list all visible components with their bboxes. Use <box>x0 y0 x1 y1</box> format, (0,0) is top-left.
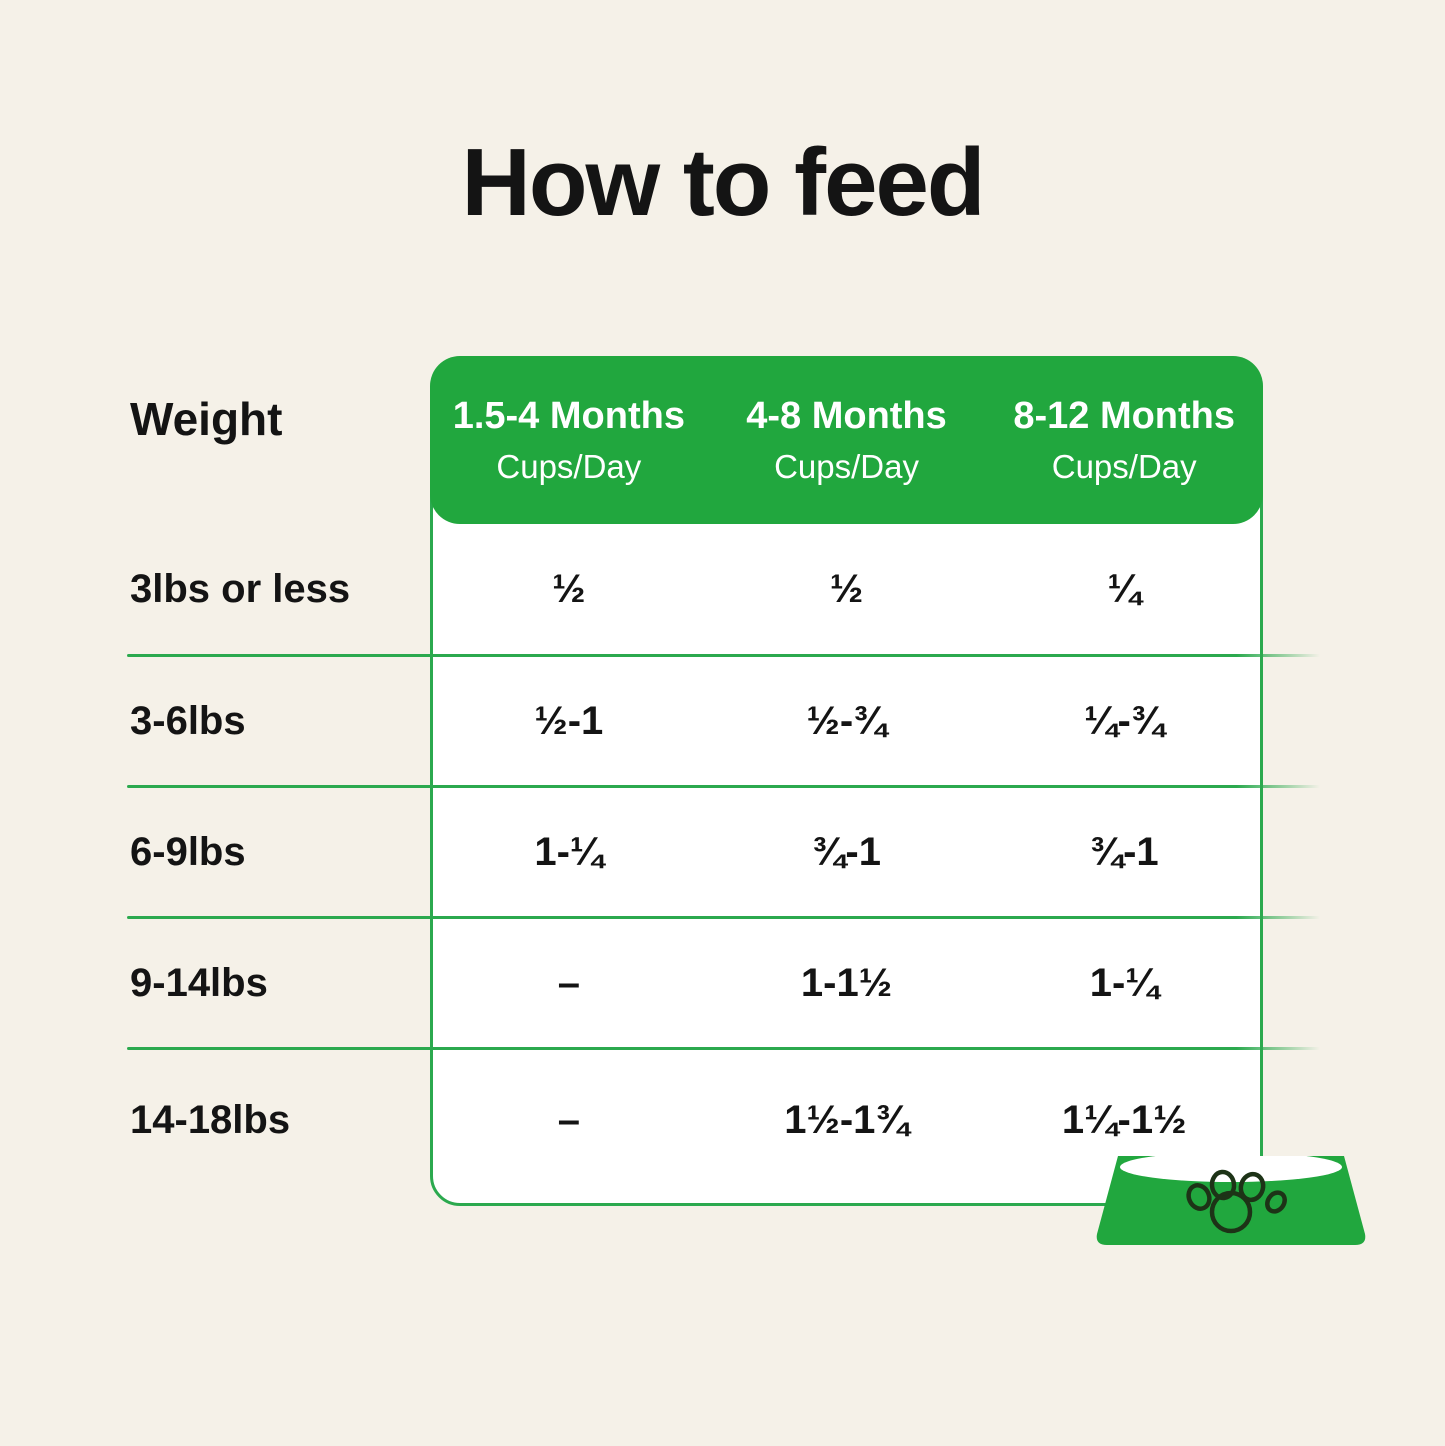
table-row: ½ ½ ¼ <box>430 524 1263 654</box>
table-header-col-2: 4-8 Months Cups/Day <box>708 356 986 524</box>
row-weight-label: 3lbs or less <box>130 567 351 611</box>
row-weight-label: 6-9lbs <box>130 830 246 874</box>
cups-value: 1-¼ <box>534 829 604 874</box>
table-row: ½-1 ½-¾ ¼-¾ <box>430 657 1263 785</box>
row-divider <box>127 785 1320 788</box>
cups-value: ½-1 <box>534 698 604 743</box>
page-title: How to feed <box>461 129 986 236</box>
unit-label: Cups/Day <box>496 447 642 485</box>
cups-value: ½-¾ <box>806 698 887 743</box>
cups-value: ¼ <box>1107 566 1141 611</box>
unit-label: Cups/Day <box>1051 447 1197 485</box>
cups-value: ½ <box>552 566 586 611</box>
row-weight-label: 9-14lbs <box>130 961 268 1005</box>
age-range-label: 4-8 Months <box>746 394 947 437</box>
cups-value: 1¼-1½ <box>1061 1097 1187 1142</box>
cups-value: 1-¼ <box>1089 960 1159 1005</box>
row-divider <box>127 916 1320 919</box>
row-weight-label: 3-6lbs <box>130 699 246 743</box>
table-row: – 1½-1¾ 1¼-1½ <box>430 1050 1263 1190</box>
table-header-col-1: 1.5-4 Months Cups/Day <box>430 356 708 524</box>
table-body-panel <box>430 440 1263 1206</box>
cups-value: ¼-¾ <box>1084 698 1165 743</box>
table-row: – 1-1½ 1-¼ <box>430 919 1263 1047</box>
cups-value: – <box>557 960 580 1005</box>
row-divider <box>127 1047 1320 1050</box>
cups-value: ¾-1 <box>812 829 881 874</box>
cups-value: 1-1½ <box>800 960 893 1005</box>
row-divider <box>127 654 1320 657</box>
age-range-label: 8-12 Months <box>1013 394 1236 437</box>
cups-value: ½ <box>829 566 864 611</box>
unit-label: Cups/Day <box>774 447 919 485</box>
row-weight-label: 14-18lbs <box>130 1098 291 1142</box>
dog-bowl-icon <box>1096 1156 1366 1245</box>
cups-value: ¾-1 <box>1089 829 1159 874</box>
dog-bowl-icon <box>1096 1148 1366 1252</box>
weight-column-header: Weight <box>130 393 283 445</box>
paw-print-icon <box>1186 1169 1287 1234</box>
table-header-col-3: 8-12 Months Cups/Day <box>985 356 1263 524</box>
cups-value: – <box>557 1097 580 1142</box>
age-range-label: 1.5-4 Months <box>452 394 685 437</box>
cups-value: 1½-1¾ <box>784 1097 909 1142</box>
table-header: 1.5-4 Months Cups/Day 4-8 Months Cups/Da… <box>430 356 1263 524</box>
table-row: 1-¼ ¾-1 ¾-1 <box>430 788 1263 916</box>
